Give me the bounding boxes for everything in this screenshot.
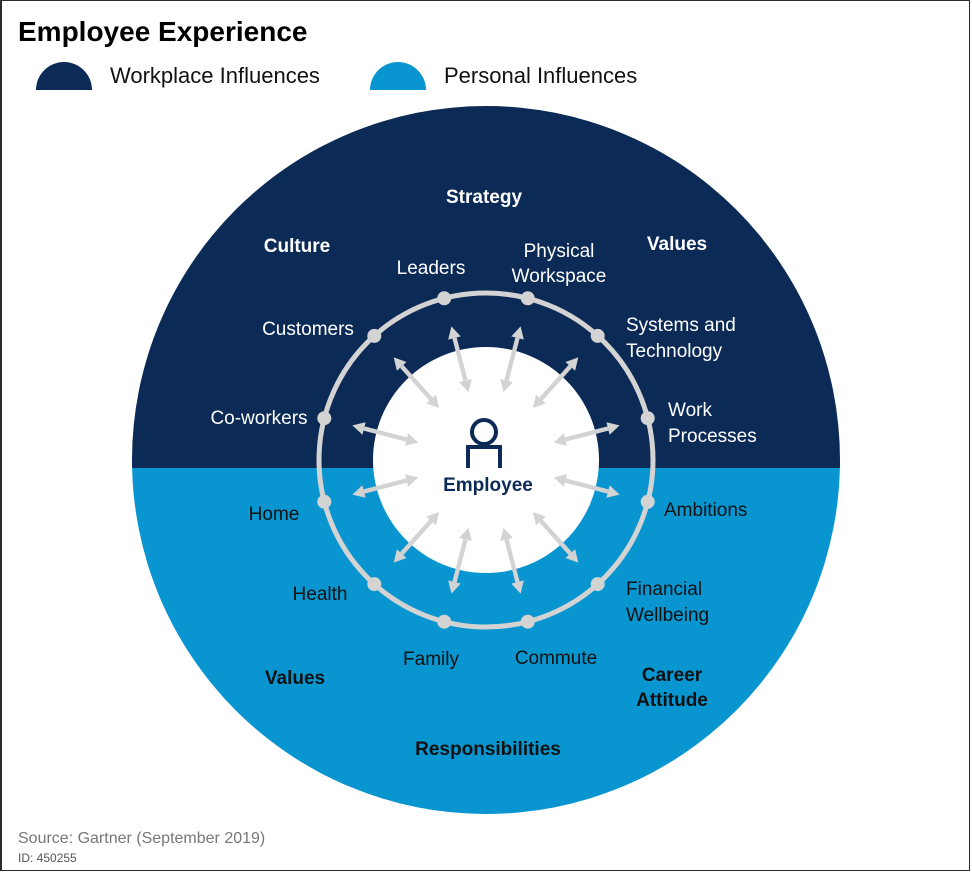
- ring-dot-systems: [591, 329, 605, 343]
- values-bottom-label: Values: [265, 668, 325, 689]
- health-label: Health: [293, 584, 348, 605]
- ring-dot-coworkers: [317, 411, 331, 425]
- ring-dot-work-processes: [641, 411, 655, 425]
- work-processes-label-line2: Processes: [668, 426, 757, 447]
- values-top-label: Values: [647, 234, 707, 255]
- employee-center: [373, 347, 599, 573]
- commute-label: Commute: [515, 648, 597, 669]
- ambitions-label: Ambitions: [664, 500, 747, 521]
- ring-dot-health: [367, 577, 381, 591]
- home-label: Home: [249, 504, 300, 525]
- leaders-label: Leaders: [397, 258, 466, 279]
- career-label-line1: Career: [642, 665, 703, 686]
- customers-label: Customers: [262, 319, 354, 340]
- ring-dot-ambitions: [641, 495, 655, 509]
- systems-label-line2: Technology: [626, 341, 723, 362]
- ring-dot-physical-workspace: [521, 291, 535, 305]
- financial-label-line2: Wellbeing: [626, 605, 709, 626]
- ring-dot-home: [317, 495, 331, 509]
- ring-dot-commute: [521, 615, 535, 629]
- systems-label-line1: Systems and: [626, 315, 736, 336]
- ring-dot-financial: [591, 577, 605, 591]
- coworkers-label: Co-workers: [210, 408, 307, 429]
- physical-label-line2: Workspace: [512, 266, 607, 287]
- physical-label-line1: Physical: [524, 241, 595, 262]
- culture-label: Culture: [264, 236, 331, 257]
- responsibilities-label: Responsibilities: [415, 739, 561, 760]
- financial-label-line1: Financial: [626, 579, 702, 600]
- id-text: ID: 450255: [18, 851, 77, 865]
- ring-dot-customers: [367, 329, 381, 343]
- career-label-line2: Attitude: [636, 690, 708, 711]
- source-text: Source: Gartner (September 2019): [18, 830, 265, 848]
- work-processes-label-line1: Work: [668, 400, 712, 421]
- strategy-label: Strategy: [446, 187, 522, 208]
- employee-label: Employee: [443, 475, 533, 496]
- family-label: Family: [403, 649, 459, 670]
- ring-dot-leaders: [437, 291, 451, 305]
- ring-dot-family: [437, 615, 451, 629]
